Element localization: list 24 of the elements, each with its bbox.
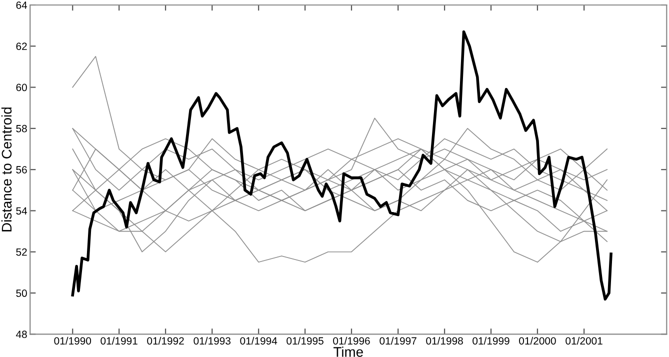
x-tick-label: 01/2000: [519, 336, 556, 345]
x-tick-label: 01/1991: [100, 336, 138, 345]
y-tick-label: 56: [16, 166, 27, 174]
x-tick-label: 01/1993: [194, 336, 230, 345]
y-tick-label: 62: [16, 42, 27, 50]
y-tick-label: 64: [16, 2, 28, 9]
y-tick-label: 52: [16, 248, 27, 256]
x-tick-label: 01/1997: [380, 336, 416, 345]
x-tick-label: 01/1994: [240, 336, 278, 345]
x-tick-label: 01/1995: [286, 336, 324, 345]
x-tick-label: 01/1990: [54, 336, 92, 345]
x-tick-label: 01/1992: [147, 336, 184, 345]
y-tick-label: 48: [16, 330, 27, 338]
line-series: [71, 30, 612, 301]
y-tick-label: 60: [16, 84, 27, 92]
x-tick-label: 01/1999: [472, 336, 510, 345]
x-axis-title: Time: [334, 346, 363, 357]
y-axis-title: Distance to Centroid: [1, 108, 12, 232]
y-tick-label: 54: [16, 207, 28, 215]
x-tick-label: 01/1998: [426, 336, 463, 345]
x-tick-label: 01/1996: [333, 336, 370, 345]
y-tick-label: 50: [16, 290, 27, 297]
y-tick-label: 58: [16, 124, 27, 132]
x-tick-label: 01/2001: [566, 336, 602, 345]
